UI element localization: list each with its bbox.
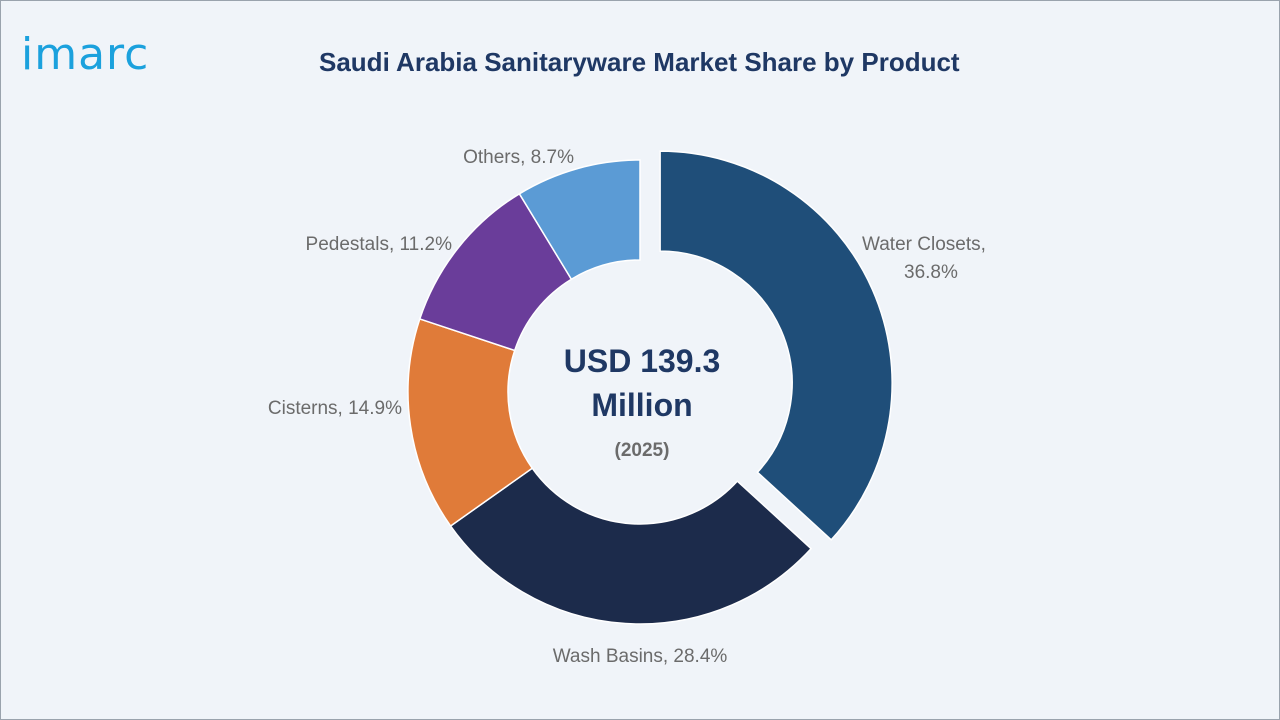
center-value-line-2: Million <box>591 387 692 423</box>
slice-others <box>518 159 641 281</box>
label-cisterns: Cisterns, 14.9% <box>268 398 402 419</box>
slice-wash-basins <box>449 467 813 625</box>
label-water-closets: Water Closets, 36.8% <box>862 234 986 283</box>
center-value-line-1: USD 139.3 <box>564 343 721 379</box>
label-wash-basins: Wash Basins, 28.4% <box>553 646 728 667</box>
chart-title: Saudi Arabia Sanitaryware Market Share b… <box>319 47 960 77</box>
label-others: Others, 8.7% <box>463 147 574 168</box>
center-year: (2025) <box>615 440 670 461</box>
slice-water-closets <box>659 150 893 541</box>
imarc-logo: imarc <box>21 29 150 80</box>
slice-labels: Water Closets, 36.8% Wash Basins, 28.4% Cis… <box>268 147 986 667</box>
donut-center: USD 139.3 Million (2025) <box>564 343 721 461</box>
donut-slices <box>407 150 893 625</box>
slice-cisterns <box>407 317 534 528</box>
label-pedestals: Pedestals, 11.2% <box>306 234 453 255</box>
